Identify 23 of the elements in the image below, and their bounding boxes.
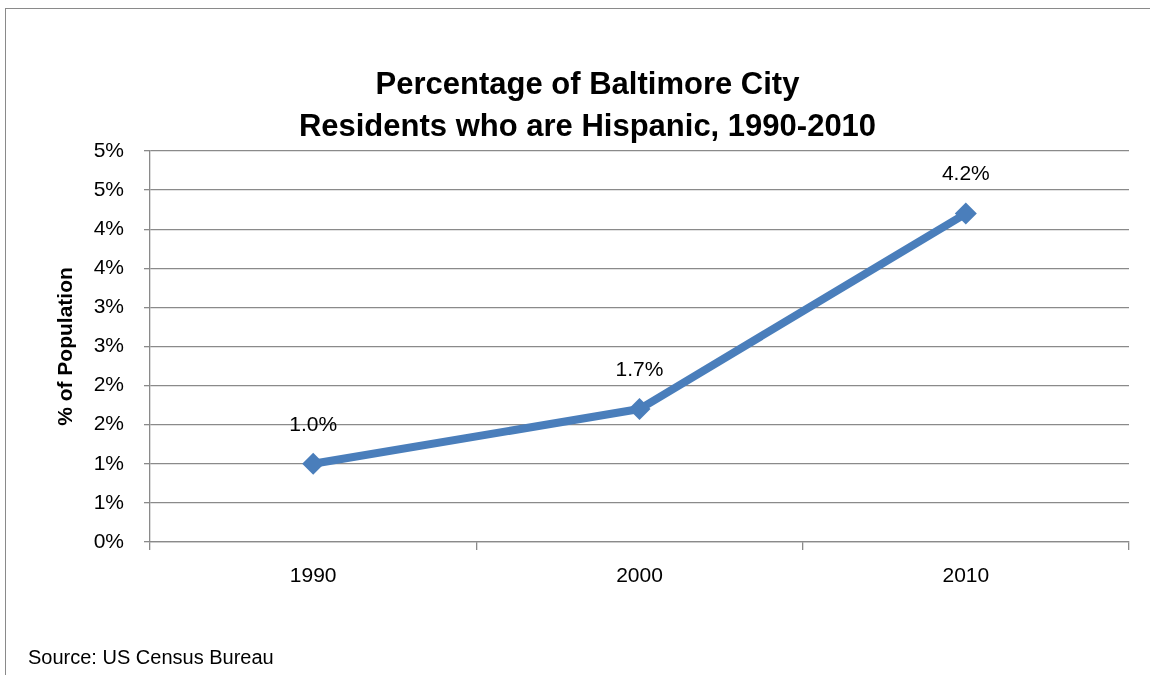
y-axis-title: % of Population xyxy=(53,267,77,426)
chart-title: Percentage of Baltimore City Residents who are Hispanic, 1990-2010 xyxy=(298,65,877,143)
point xyxy=(628,398,651,421)
point xyxy=(954,202,977,225)
data-label: 4.2% xyxy=(941,161,990,185)
y-tick-label: 3% xyxy=(93,294,124,318)
y-tick-label: 4% xyxy=(93,255,124,279)
y-tick-label: 5% xyxy=(93,176,124,200)
point xyxy=(302,452,325,475)
y-tick-label: 1% xyxy=(93,489,124,513)
y-tick-label: 0% xyxy=(93,528,124,552)
y-tick-label: 5% xyxy=(93,137,124,161)
y-tick-label: 4% xyxy=(93,216,124,239)
y-tick-label: 2% xyxy=(93,372,124,396)
y-tick-label: 1% xyxy=(93,450,124,474)
y-tick-label: 2% xyxy=(93,411,124,435)
y-tick-label: 3% xyxy=(93,333,124,357)
x-tick-label: 2000 xyxy=(616,563,663,587)
source-note: Source: US Census Bureau xyxy=(28,645,274,668)
data-label: 1.0% xyxy=(289,411,338,435)
data-label: 1.7% xyxy=(615,356,664,380)
x-tick-label: 1990 xyxy=(289,563,337,587)
x-tick-label: 2010 xyxy=(942,563,990,587)
